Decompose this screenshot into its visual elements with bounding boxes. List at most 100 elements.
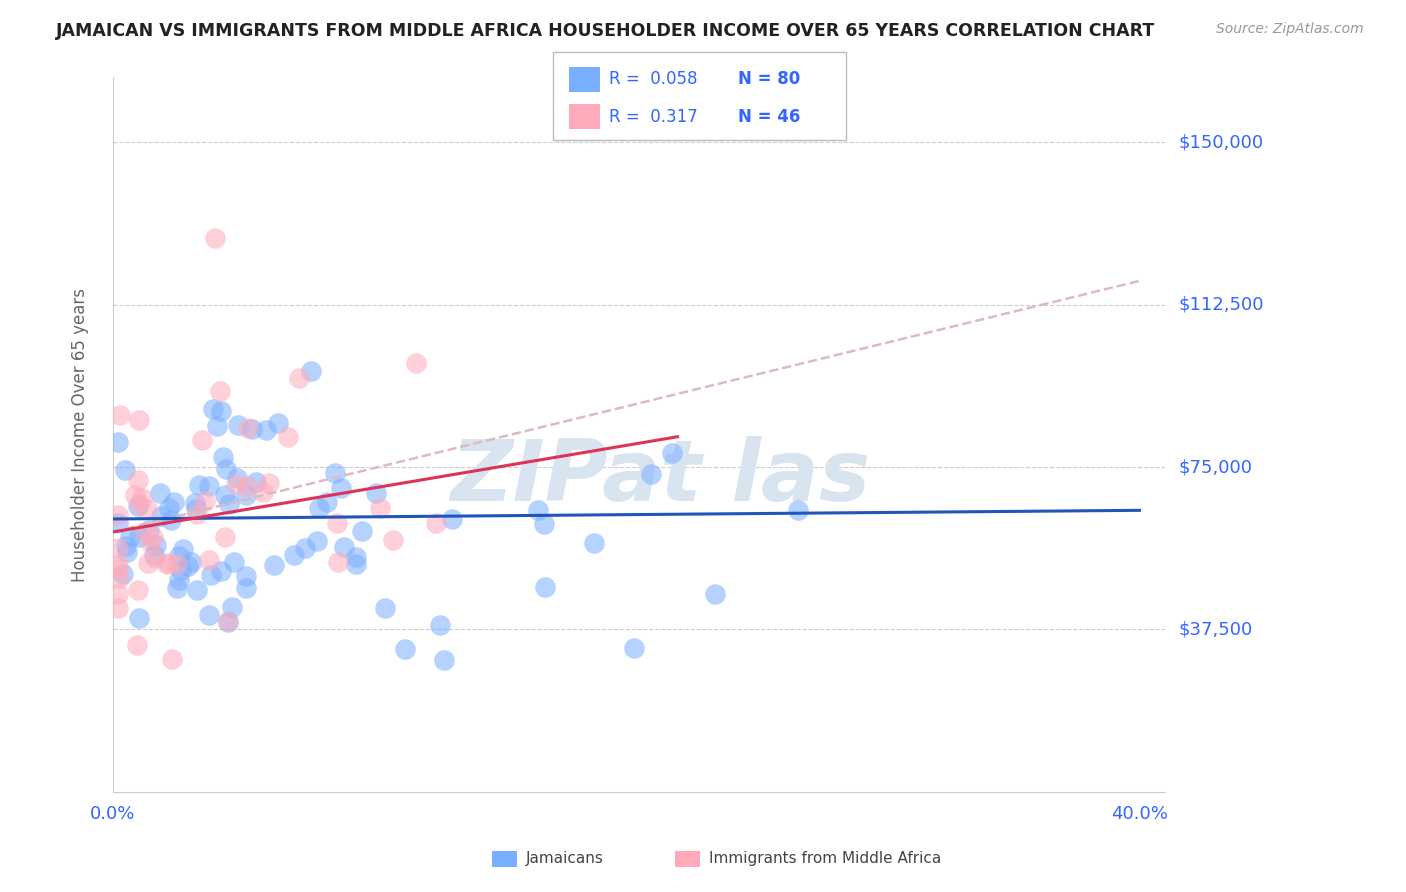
Point bbox=[326, 555, 349, 569]
Point bbox=[127, 583, 149, 598]
Point bbox=[209, 403, 232, 417]
Point bbox=[127, 499, 149, 513]
Point bbox=[533, 516, 555, 531]
Point bbox=[198, 553, 221, 567]
Point bbox=[177, 559, 200, 574]
Point bbox=[235, 488, 257, 502]
Point bbox=[131, 491, 153, 505]
Point bbox=[184, 502, 207, 516]
Point bbox=[582, 535, 605, 549]
Point bbox=[149, 486, 172, 500]
Point bbox=[107, 586, 129, 600]
Point bbox=[172, 542, 194, 557]
Point bbox=[236, 478, 259, 492]
Point bbox=[394, 642, 416, 657]
Point bbox=[107, 508, 129, 522]
Point bbox=[107, 541, 129, 555]
Point bbox=[267, 416, 290, 430]
Point bbox=[252, 485, 274, 500]
Point bbox=[221, 600, 243, 615]
Point bbox=[301, 364, 323, 378]
Text: $112,500: $112,500 bbox=[1180, 296, 1264, 314]
Point bbox=[226, 418, 249, 433]
Point bbox=[107, 562, 129, 576]
Point bbox=[254, 423, 277, 437]
Point bbox=[107, 516, 129, 530]
Y-axis label: Householder Income Over 65 years: Householder Income Over 65 years bbox=[72, 287, 89, 582]
Point bbox=[214, 530, 236, 544]
Point bbox=[623, 640, 645, 655]
Point bbox=[156, 557, 179, 571]
Point bbox=[124, 487, 146, 501]
Point bbox=[215, 462, 238, 476]
Text: 0.0%: 0.0% bbox=[90, 805, 135, 823]
Point bbox=[429, 618, 451, 632]
Point bbox=[108, 408, 131, 422]
Point bbox=[333, 540, 356, 554]
Point bbox=[201, 401, 224, 416]
Point bbox=[704, 587, 727, 601]
Point bbox=[217, 614, 239, 628]
Point bbox=[308, 500, 330, 515]
Point bbox=[188, 478, 211, 492]
Point bbox=[194, 494, 217, 508]
Point bbox=[138, 523, 160, 537]
Point bbox=[186, 583, 208, 598]
Point bbox=[163, 495, 186, 509]
Text: Immigrants from Middle Africa: Immigrants from Middle Africa bbox=[709, 852, 941, 866]
Point bbox=[134, 525, 156, 540]
Point bbox=[433, 653, 456, 667]
Point bbox=[180, 555, 202, 569]
Point bbox=[527, 503, 550, 517]
Point bbox=[661, 446, 683, 460]
Point bbox=[440, 512, 463, 526]
Point bbox=[115, 545, 138, 559]
Point bbox=[136, 501, 159, 516]
Point bbox=[128, 413, 150, 427]
Text: Jamaicans: Jamaicans bbox=[526, 852, 603, 866]
Point bbox=[197, 608, 219, 623]
Point bbox=[160, 513, 183, 527]
Point bbox=[263, 558, 285, 572]
Point bbox=[245, 475, 267, 489]
Text: $75,000: $75,000 bbox=[1180, 458, 1253, 476]
Point bbox=[235, 569, 257, 583]
Point bbox=[107, 435, 129, 450]
Point bbox=[127, 473, 149, 487]
Point bbox=[205, 419, 228, 434]
Point bbox=[166, 581, 188, 595]
Point bbox=[145, 538, 167, 552]
Point bbox=[108, 571, 131, 585]
Point bbox=[186, 508, 208, 522]
Point bbox=[283, 548, 305, 562]
Point bbox=[344, 557, 367, 571]
Text: 40.0%: 40.0% bbox=[1111, 805, 1168, 823]
Point bbox=[236, 421, 259, 435]
Point bbox=[226, 471, 249, 485]
Point bbox=[191, 433, 214, 447]
Point bbox=[344, 549, 367, 564]
Point bbox=[277, 430, 299, 444]
Point bbox=[107, 558, 129, 572]
Point bbox=[166, 557, 188, 571]
Point bbox=[405, 356, 427, 370]
Point bbox=[200, 567, 222, 582]
Point bbox=[128, 530, 150, 544]
Point bbox=[364, 485, 387, 500]
Point bbox=[198, 479, 221, 493]
Point bbox=[381, 533, 404, 547]
Point bbox=[326, 516, 349, 530]
Point bbox=[169, 563, 191, 577]
Point bbox=[167, 549, 190, 563]
Text: R =  0.058: R = 0.058 bbox=[609, 70, 697, 88]
Point bbox=[204, 230, 226, 244]
Point bbox=[127, 638, 149, 652]
Point bbox=[150, 509, 173, 524]
Text: JAMAICAN VS IMMIGRANTS FROM MIDDLE AFRICA HOUSEHOLDER INCOME OVER 65 YEARS CORRE: JAMAICAN VS IMMIGRANTS FROM MIDDLE AFRIC… bbox=[56, 22, 1156, 40]
Point bbox=[533, 580, 555, 594]
Point bbox=[315, 495, 337, 509]
Point bbox=[323, 466, 346, 480]
Point bbox=[294, 541, 316, 555]
Point bbox=[143, 550, 166, 565]
Point bbox=[222, 555, 245, 569]
